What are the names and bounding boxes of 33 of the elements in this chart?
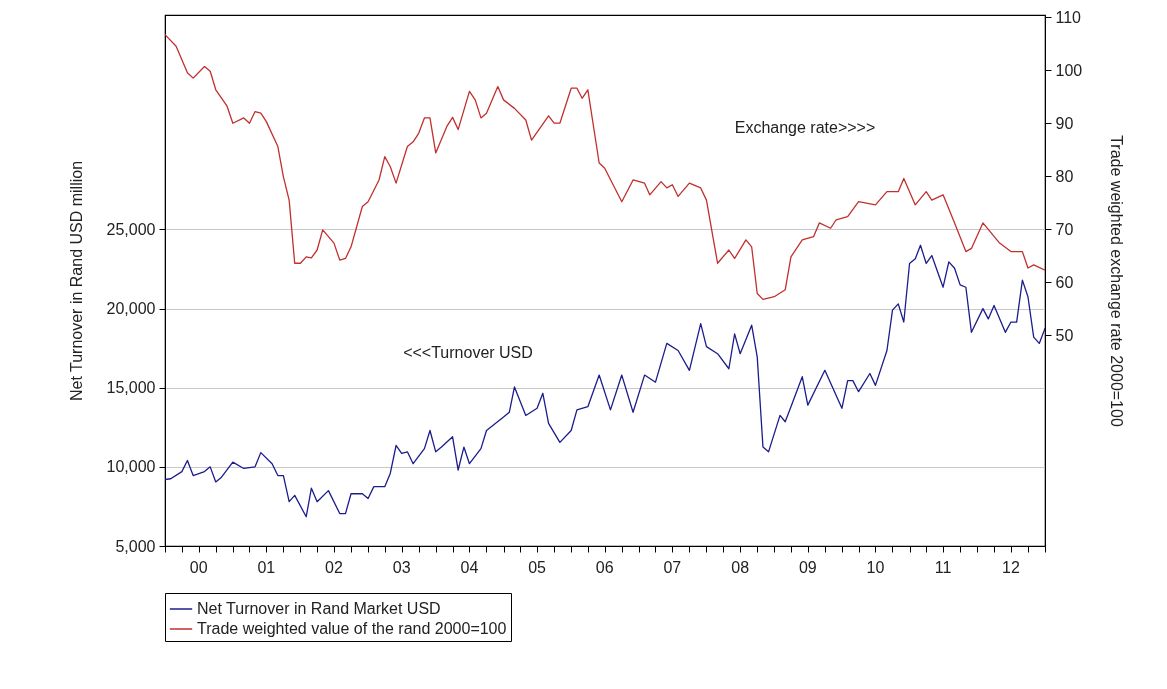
y-tick-label: 15,000 <box>106 379 156 397</box>
y-tick-label: 20,000 <box>106 300 156 318</box>
x-tick-label: 12 <box>1002 559 1020 576</box>
y2-tick-label: 100 <box>1055 61 1083 79</box>
y-tick-label: 5,000 <box>115 537 156 555</box>
x-tick-label: 01 <box>257 559 276 576</box>
x-tick-label: 11 <box>934 559 952 576</box>
y-tick-label: 25,000 <box>106 220 156 238</box>
x-tick-label: 08 <box>731 559 750 576</box>
legend-label: Net Turnover in Rand Market USD <box>197 600 441 617</box>
line-series <box>165 33 1045 300</box>
y-tick-label: 10,000 <box>106 458 156 476</box>
x-tick-label: 03 <box>392 559 411 576</box>
annotation: Exchange rate>>>> <box>734 119 876 136</box>
legend-label: Trade weighted value of the rand 2000=100 <box>197 620 507 637</box>
y2-tick-label: 80 <box>1055 167 1074 185</box>
x-tick-label: 05 <box>528 559 547 576</box>
y2-tick-label: 110 <box>1055 8 1082 26</box>
x-tick-label: 10 <box>866 559 885 576</box>
y2-tick-label: 70 <box>1055 220 1074 238</box>
y2-tick-label: 60 <box>1055 273 1074 291</box>
x-tick-label: 07 <box>663 559 682 576</box>
x-tick-label: 04 <box>460 559 479 576</box>
line-series <box>165 244 1045 518</box>
x-tick-label: 09 <box>798 559 817 576</box>
annotation: <<<Turnover USD <box>403 344 533 361</box>
y2-tick-label: 90 <box>1055 114 1074 132</box>
x-tick-label: 06 <box>595 559 614 576</box>
y2-tick-label: 50 <box>1055 326 1074 344</box>
y-axis-title: Net Turnover in Rand USD million <box>67 160 85 402</box>
x-tick-label: 02 <box>325 559 343 576</box>
x-tick-label: 00 <box>189 559 208 576</box>
y2-axis-title: Trade weighted exchange rate 2000=100 <box>1108 135 1126 427</box>
